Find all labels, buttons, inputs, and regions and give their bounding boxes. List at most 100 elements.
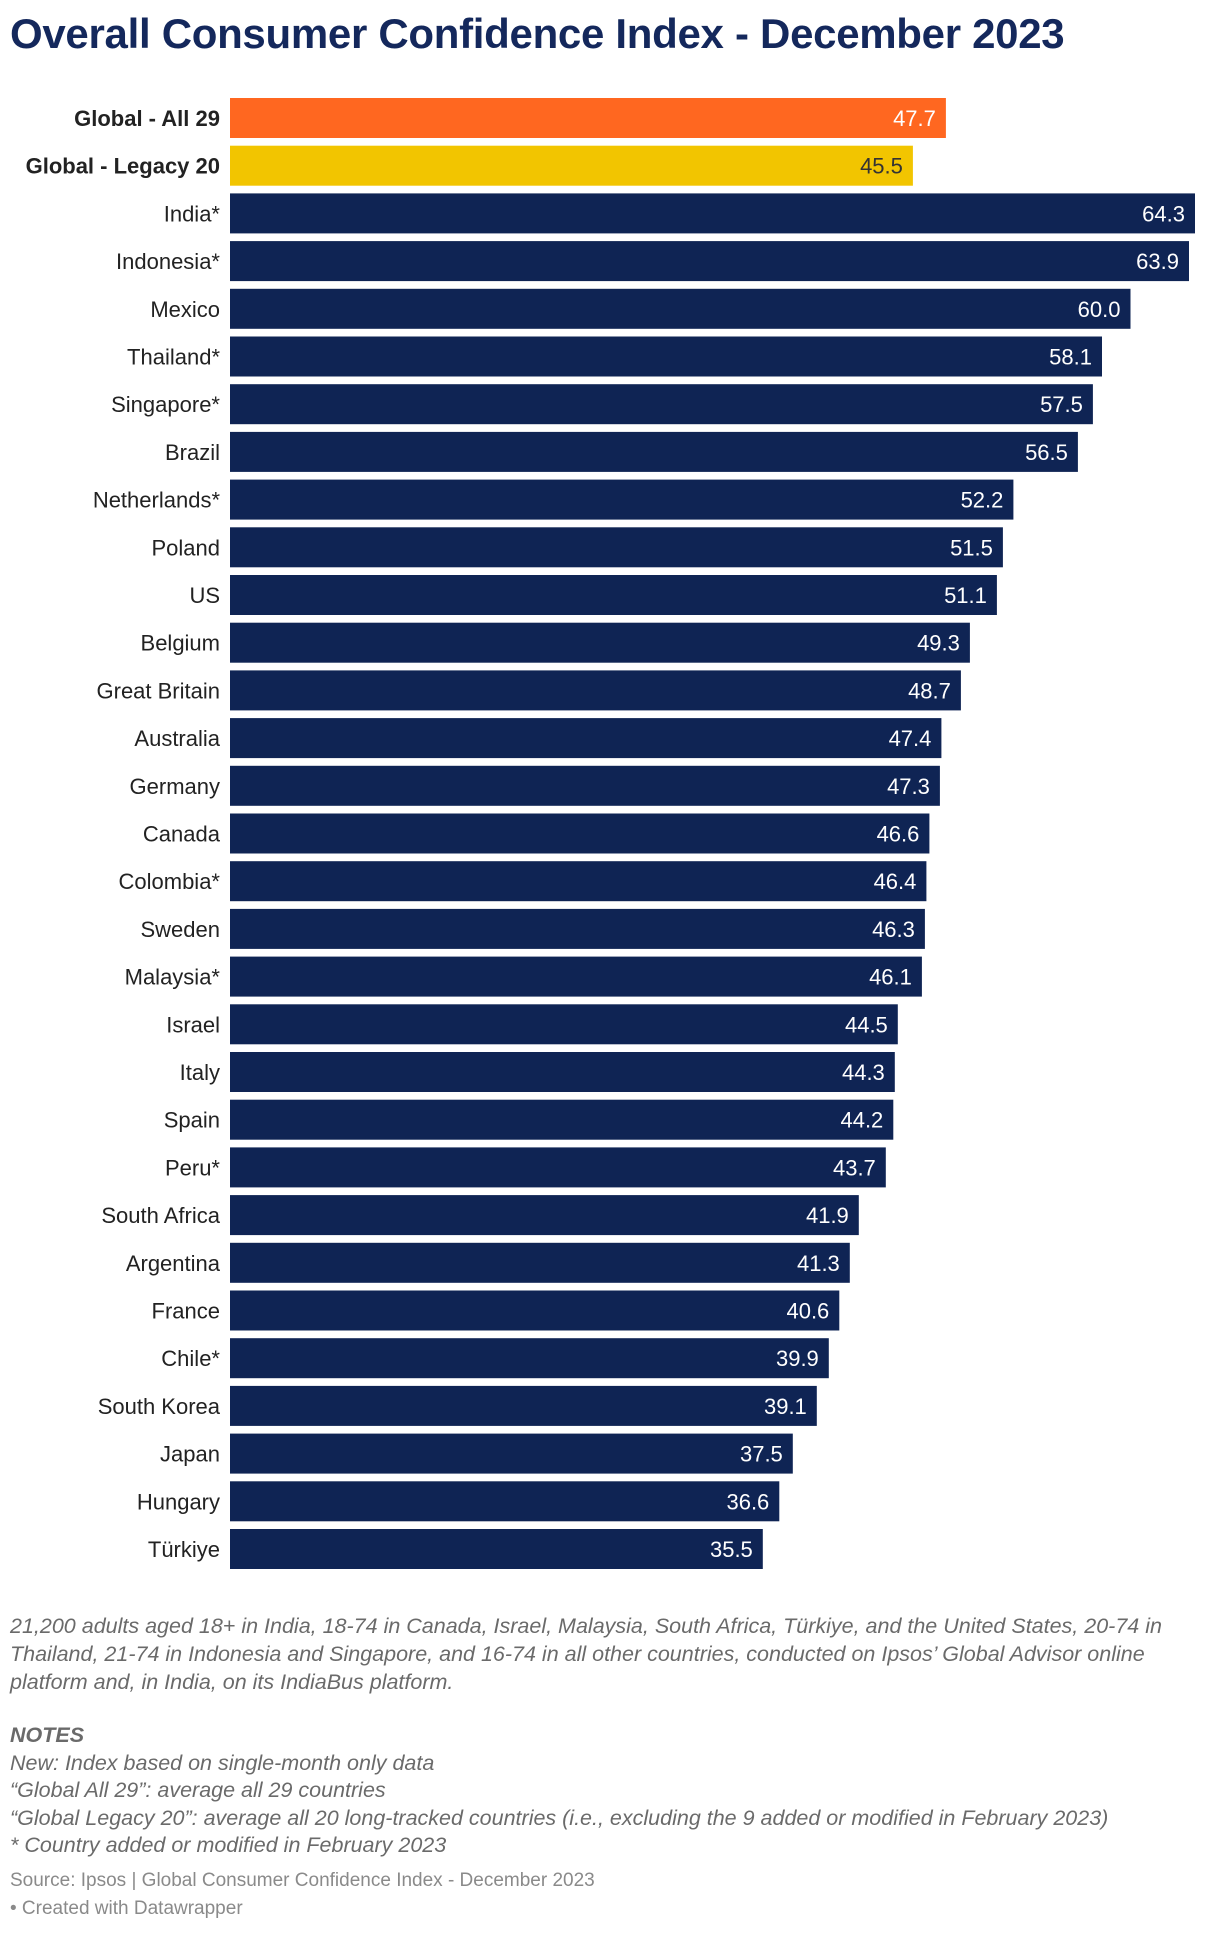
- value-label: 56.5: [1025, 440, 1068, 465]
- value-label: 60.0: [1078, 297, 1121, 322]
- value-label: 46.1: [869, 965, 912, 990]
- category-label: Poland: [151, 535, 220, 560]
- bar-sweden: [230, 908, 925, 949]
- value-label: 44.2: [840, 1108, 883, 1133]
- category-label: Türkiye: [148, 1537, 220, 1562]
- category-label: Global - All 29: [74, 106, 220, 131]
- value-label: 57.5: [1040, 392, 1083, 417]
- bar-us: [230, 575, 997, 615]
- category-label: South Korea: [98, 1394, 221, 1419]
- category-label: Belgium: [141, 631, 220, 656]
- category-label: Italy: [180, 1060, 220, 1085]
- value-label: 37.5: [740, 1442, 783, 1467]
- category-label: Netherlands*: [93, 488, 221, 513]
- value-label: 39.9: [776, 1346, 819, 1371]
- notes-section: NOTES New: Index based on single-month o…: [10, 1722, 1210, 1860]
- value-label: 64.3: [1142, 201, 1185, 226]
- category-label: Sweden: [140, 917, 220, 942]
- category-label: Malaysia*: [125, 965, 221, 990]
- bar-canada: [230, 813, 930, 854]
- value-label: 44.3: [842, 1060, 885, 1085]
- bar-global-all-29: [230, 98, 946, 138]
- category-label: Colombia*: [119, 869, 221, 894]
- category-label: India*: [164, 201, 221, 226]
- bar-israel: [230, 1004, 898, 1045]
- category-label: Mexico: [150, 297, 220, 322]
- bar-poland: [230, 527, 1003, 568]
- value-label: 48.7: [908, 678, 951, 703]
- chart-title: Overall Consumer Confidence Index - Dece…: [10, 10, 1065, 57]
- bar-france: [230, 1290, 840, 1331]
- category-label: South Africa: [101, 1203, 220, 1228]
- bar-mexico: [230, 288, 1131, 329]
- bar-south-korea: [230, 1385, 817, 1426]
- bar-singapore: [230, 384, 1093, 425]
- category-label: US: [189, 583, 220, 608]
- value-label: 44.5: [845, 1012, 888, 1037]
- value-label: 41.9: [806, 1203, 849, 1228]
- credit-link[interactable]: • Created with Datawrapper: [10, 1898, 243, 1919]
- bar-india: [230, 193, 1195, 234]
- value-label: 47.4: [889, 726, 932, 751]
- value-label: 45.5: [860, 154, 903, 179]
- category-label: France: [152, 1299, 220, 1324]
- value-label: 63.9: [1136, 249, 1179, 274]
- bar-thailand: [230, 336, 1102, 377]
- bar-global-legacy-20: [230, 145, 913, 186]
- note-line: “Global Legacy 20”: average all 20 long-…: [10, 1805, 1109, 1830]
- category-label: Canada: [143, 822, 221, 847]
- category-label: Brazil: [165, 440, 220, 465]
- note-line: “Global All 29”: average all 29 countrie…: [10, 1778, 386, 1802]
- chart-description: 21,200 adults aged 18+ in India, 18-74 i…: [10, 1614, 1162, 1694]
- category-label: Thailand*: [127, 345, 220, 370]
- bar-germany: [230, 765, 940, 806]
- category-label: Australia: [134, 726, 220, 751]
- value-label: 52.2: [961, 488, 1004, 513]
- value-label: 47.3: [887, 774, 930, 799]
- value-label: 51.5: [950, 535, 993, 560]
- value-label: 46.4: [874, 869, 917, 894]
- bar-colombia: [230, 861, 927, 902]
- bar-great-britain: [230, 670, 961, 711]
- value-label: 49.3: [917, 631, 960, 656]
- bar-brazil: [230, 431, 1078, 472]
- bar-japan: [230, 1433, 793, 1474]
- bar-italy: [230, 1052, 895, 1092]
- bar-chart: Global - All 29 47.7 Global - Legacy 20 45.…: [26, 98, 1195, 1569]
- category-label: Israel: [166, 1012, 220, 1037]
- value-label: 41.3: [797, 1251, 840, 1276]
- category-label: Singapore*: [111, 392, 220, 417]
- bar-netherlands: [230, 479, 1014, 520]
- value-label: 51.1: [944, 583, 987, 608]
- value-label: 40.6: [786, 1299, 829, 1324]
- value-label: 46.3: [872, 917, 915, 942]
- bar-spain: [230, 1099, 894, 1140]
- bar-hungary: [230, 1481, 780, 1522]
- notes-heading: NOTES: [10, 1723, 85, 1747]
- value-label: 39.1: [764, 1394, 807, 1419]
- category-label: Great Britain: [97, 678, 221, 703]
- note-line: * Country added or modified in February …: [10, 1833, 447, 1857]
- bar-peru: [230, 1147, 886, 1188]
- bar-belgium: [230, 622, 970, 663]
- category-label: Germany: [130, 774, 220, 799]
- bar-chile: [230, 1338, 829, 1379]
- category-label: Indonesia*: [116, 249, 220, 274]
- value-label: 35.5: [710, 1537, 753, 1562]
- source-line: Source: Ipsos | Global Consumer Confiden…: [10, 1870, 595, 1891]
- category-label: Peru*: [165, 1155, 220, 1180]
- category-label: Argentina: [126, 1251, 221, 1276]
- value-label: 46.6: [877, 822, 920, 847]
- bar-indonesia: [230, 241, 1189, 282]
- bar-t-rkiye: [230, 1529, 763, 1569]
- category-label: Chile*: [161, 1346, 220, 1371]
- value-label: 36.6: [726, 1489, 769, 1514]
- category-label: Spain: [164, 1108, 220, 1133]
- bar-argentina: [230, 1242, 850, 1283]
- bar-malaysia: [230, 956, 922, 997]
- category-label: Japan: [160, 1442, 220, 1467]
- category-label: Hungary: [137, 1489, 220, 1514]
- value-label: 47.7: [893, 106, 936, 131]
- bar-south-africa: [230, 1195, 859, 1236]
- category-label: Global - Legacy 20: [26, 154, 220, 179]
